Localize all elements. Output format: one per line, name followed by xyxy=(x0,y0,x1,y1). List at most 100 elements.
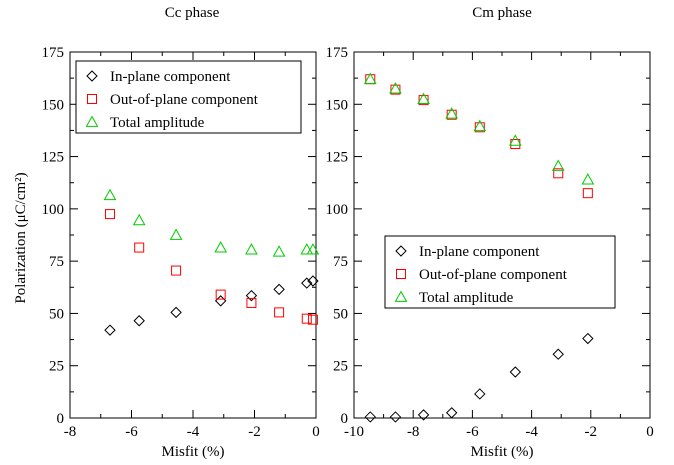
y-tick-label: 150 xyxy=(326,97,349,113)
data-point xyxy=(307,275,319,287)
data-point xyxy=(445,107,459,119)
data-point xyxy=(132,213,146,226)
data-point xyxy=(363,72,377,85)
x-tick-label: -8 xyxy=(64,424,77,440)
data-point xyxy=(272,245,286,257)
y-tick-label: 25 xyxy=(333,359,348,375)
legend-label: In-plane component xyxy=(419,244,540,260)
y-tick-label: 0 xyxy=(57,411,65,427)
data-point xyxy=(473,119,487,132)
x-tick-label: -8 xyxy=(407,424,420,440)
x-tick-label: -10 xyxy=(344,424,364,440)
data-point xyxy=(306,243,320,255)
y-tick-label: 100 xyxy=(42,202,65,218)
data-point xyxy=(551,159,565,171)
legend: In-plane component Out-of-plane component… xyxy=(384,235,616,309)
y-tick-label: 175 xyxy=(326,45,349,61)
data-point xyxy=(214,241,228,253)
y-tick-label: 100 xyxy=(326,202,349,218)
data-point xyxy=(389,82,402,94)
legend-marker xyxy=(396,269,406,279)
data-point xyxy=(307,314,318,325)
panel-title: Cm phase xyxy=(472,5,532,21)
x-tick-label: -6 xyxy=(125,424,138,440)
data-point xyxy=(104,324,116,336)
data-point xyxy=(582,188,593,199)
panel-cm: Cm phase Misfit (%) 0 25 50 75 100 125 150 175 -10… xyxy=(326,5,654,460)
y-tick-label: 25 xyxy=(49,359,64,375)
legend-label: Total amplitude xyxy=(419,290,514,306)
data-point xyxy=(170,306,182,319)
data-point xyxy=(301,313,312,324)
series-triangle xyxy=(363,72,595,185)
x-tick-label: -6 xyxy=(466,424,479,440)
y-tick-label: 150 xyxy=(42,97,65,113)
legend-marker xyxy=(87,94,97,104)
data-point xyxy=(582,332,594,345)
data-point xyxy=(474,388,486,400)
legend-marker xyxy=(86,70,98,82)
data-point xyxy=(133,315,145,327)
legend: In-plane component Out-of-plane component… xyxy=(75,60,302,134)
data-point xyxy=(214,295,227,307)
data-point xyxy=(301,277,313,289)
x-axis-label: Misfit (%) xyxy=(162,444,225,460)
x-tick-label: -2 xyxy=(248,424,261,440)
x-tick-label: 0 xyxy=(312,424,320,440)
panel-cc: Cc phase Misfit (%) 0 25 50 75 100 125 150 175 -8 -… xyxy=(42,5,320,460)
x-axis-label: Misfit (%) xyxy=(471,444,534,460)
data-point xyxy=(300,243,314,255)
legend-box xyxy=(384,235,616,309)
data-point xyxy=(553,168,564,179)
series-diamond xyxy=(104,275,319,336)
legend-label: Total amplitude xyxy=(110,115,205,131)
data-point xyxy=(509,366,522,378)
x-tick-label: 0 xyxy=(646,424,654,440)
data-point xyxy=(445,407,458,419)
data-point xyxy=(215,289,226,300)
data-point xyxy=(134,242,145,253)
y-tick-label: 0 xyxy=(341,411,349,427)
x-tick-label: -4 xyxy=(525,424,538,440)
y-tick-label: 125 xyxy=(326,150,349,166)
legend-marker xyxy=(394,290,408,302)
series-diamond xyxy=(364,332,594,423)
series-square xyxy=(104,209,318,325)
legend-marker xyxy=(85,115,99,127)
figure-ylabel: Polarization (μC/cm²) xyxy=(13,172,29,303)
y-tick-label: 50 xyxy=(333,306,348,322)
plot-frame xyxy=(353,51,651,419)
data-point xyxy=(364,411,376,423)
data-point xyxy=(245,243,258,255)
y-tick-label: 75 xyxy=(49,254,64,270)
data-point xyxy=(446,109,457,120)
data-point xyxy=(169,228,183,240)
legend-box xyxy=(75,60,302,134)
legend-label: Out-of-plane component xyxy=(419,267,568,283)
y-tick-label: 175 xyxy=(42,45,65,61)
data-point xyxy=(390,84,401,95)
data-point xyxy=(552,348,564,360)
data-point xyxy=(508,134,522,146)
x-tick-label: -4 xyxy=(187,424,200,440)
data-point xyxy=(389,411,402,423)
x-tick-label: -2 xyxy=(585,424,598,440)
legend-marker xyxy=(395,245,407,257)
series-triangle xyxy=(103,188,320,257)
y-tick-label: 50 xyxy=(49,306,64,322)
data-point xyxy=(417,409,430,421)
data-point xyxy=(418,95,429,106)
data-point xyxy=(246,297,257,308)
data-point xyxy=(171,265,182,276)
legend-label: Out-of-plane component xyxy=(110,92,259,108)
y-tick-label: 75 xyxy=(333,254,348,270)
y-tick-label: 125 xyxy=(42,150,65,166)
data-point xyxy=(245,289,258,302)
data-point xyxy=(104,209,115,220)
data-point xyxy=(581,173,595,185)
data-point xyxy=(274,307,285,318)
data-point xyxy=(474,122,485,133)
panel-title: Cc phase xyxy=(165,5,220,21)
legend-label: In-plane component xyxy=(110,69,231,85)
